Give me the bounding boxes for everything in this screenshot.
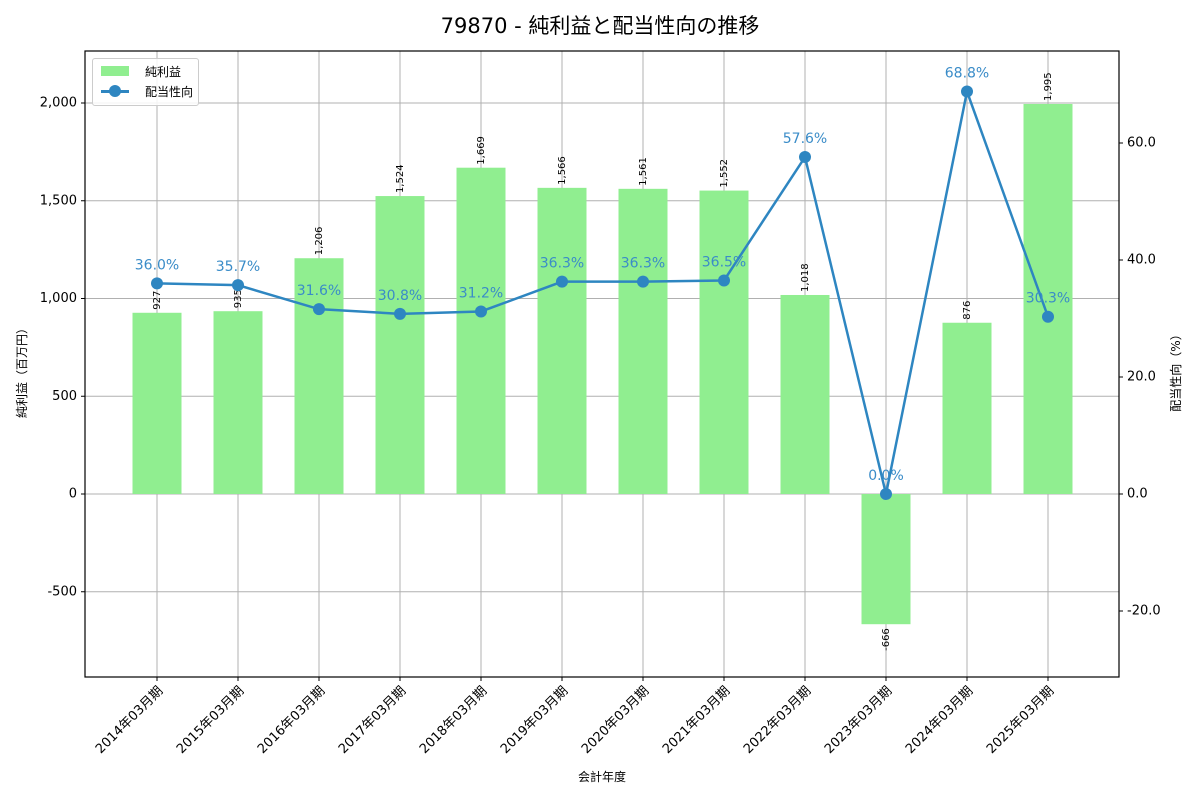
payout-ratio-label: 36.3%	[540, 256, 584, 272]
bar-net-income	[537, 187, 587, 495]
payout-ratio-marker	[475, 305, 487, 318]
right-tick-label: 40.0	[1127, 253, 1156, 268]
payout-ratio-label: 36.3%	[621, 256, 665, 272]
left-tick-label: 1,000	[40, 291, 77, 306]
payout-ratio-marker	[232, 279, 244, 292]
payout-ratio-marker	[394, 307, 406, 320]
x-tick-label: 2024年03月期	[903, 684, 976, 757]
bar-value-label: 1,566	[557, 156, 568, 185]
bar-net-income	[942, 322, 992, 494]
x-tick-label: 2014年03月期	[93, 684, 166, 757]
legend-label-net-income: 純利益	[145, 64, 182, 79]
bar-net-income	[456, 167, 506, 494]
bar-net-income	[699, 190, 749, 495]
bar-net-income	[618, 188, 668, 494]
payout-ratio-label: 68.8%	[945, 66, 989, 82]
x-tick-label: 2022年03月期	[741, 684, 814, 757]
payout-ratio-marker	[880, 488, 892, 500]
y-axis-right-title: 配当性向（%）	[1168, 328, 1183, 411]
x-axis-title: 会計年度	[578, 769, 626, 784]
x-tick-label: 2018年03月期	[417, 684, 490, 757]
payout-ratio-label: 57.6%	[783, 131, 827, 147]
bar-value-label: 1,206	[314, 227, 325, 256]
bar-net-income	[294, 258, 344, 494]
y-axis-left-title: 純利益（百万円）	[15, 322, 29, 418]
payout-ratio-label: 35.7%	[216, 259, 260, 275]
x-tick-label: 2016年03月期	[255, 684, 328, 757]
bar-value-label: 1,018	[800, 263, 811, 292]
x-tick-label: 2023年03月期	[822, 684, 895, 757]
legend: 純利益 配当性向	[92, 58, 199, 106]
payout-ratio-marker	[799, 151, 811, 164]
x-tick-label: 2019年03月期	[498, 684, 571, 757]
bar-net-income	[1023, 103, 1073, 494]
bar-value-label: 1,995	[1043, 72, 1054, 101]
bar-value-label: 1,669	[476, 136, 487, 165]
payout-ratio-marker	[313, 303, 325, 316]
payout-ratio-label: 31.6%	[297, 283, 341, 299]
right-tick-label: -20.0	[1127, 604, 1161, 619]
bar-net-income	[132, 312, 182, 494]
bar-value-label: 876	[962, 301, 973, 320]
x-tick-label: 2020年03月期	[579, 684, 652, 757]
line-marker-swatch-icon	[101, 82, 129, 100]
payout-ratio-label: 36.5%	[702, 254, 746, 270]
payout-ratio-marker	[556, 275, 568, 288]
payout-ratio-label: 36.0%	[135, 257, 179, 273]
legend-item-net-income: 純利益	[101, 62, 181, 80]
bar-value-label: -666	[881, 628, 892, 651]
bar-net-income	[861, 494, 911, 625]
payout-ratio-line	[156, 86, 1050, 495]
bar-value-label: 927	[152, 291, 163, 310]
payout-ratio-label: 30.3%	[1026, 291, 1070, 307]
left-tick-label: 500	[52, 389, 77, 404]
left-tick-label: 1,500	[40, 193, 77, 208]
bar-net-income	[213, 311, 263, 494]
left-tick-label: -500	[47, 584, 77, 599]
payout-ratio-label: 31.2%	[459, 285, 503, 301]
x-tick-label: 2021年03月期	[660, 684, 733, 757]
payout-ratio-label: 0.0%	[868, 468, 904, 484]
bar-value-label: 1,524	[395, 164, 406, 193]
x-tick-label: 2025年03月期	[984, 684, 1057, 757]
payout-ratio-marker	[961, 85, 973, 98]
legend-item-payout-ratio: 配当性向	[101, 82, 193, 100]
left-tick-label: 2,000	[40, 96, 77, 111]
left-tick-label: 0	[69, 487, 77, 502]
bar-value-label: 935	[233, 289, 244, 308]
right-tick-label: 20.0	[1127, 370, 1156, 385]
payout-ratio-marker	[1042, 310, 1054, 323]
chart-title: 79870 - 純利益と配当性向の推移	[440, 14, 760, 38]
plot-frame	[84, 50, 1120, 678]
bar-swatch-icon	[101, 66, 129, 76]
payout-ratio-label: 30.8%	[378, 288, 422, 304]
legend-label-payout-ratio: 配当性向	[145, 84, 194, 99]
bar-value-label: 1,552	[719, 159, 730, 188]
bar-net-income	[375, 196, 425, 495]
bar-value-label: 1,561	[638, 157, 649, 186]
x-tick-label: 2017年03月期	[336, 684, 409, 757]
x-tick-label: 2015年03月期	[174, 684, 247, 757]
bar-net-income	[780, 294, 830, 494]
payout-ratio-marker	[637, 275, 649, 288]
right-tick-label: 0.0	[1127, 487, 1148, 502]
right-tick-label: 60.0	[1127, 136, 1156, 151]
payout-ratio-marker	[151, 277, 163, 290]
payout-ratio-marker	[718, 274, 730, 287]
